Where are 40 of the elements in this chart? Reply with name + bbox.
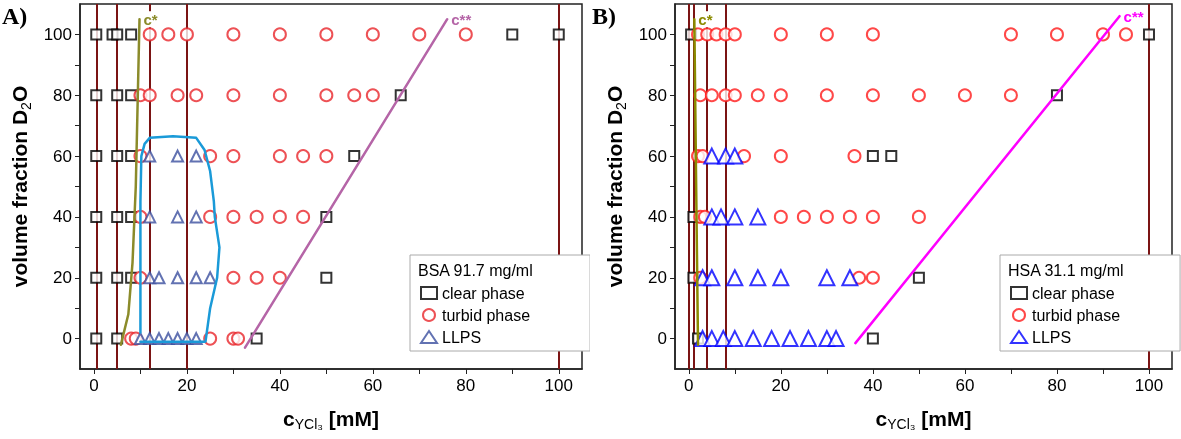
legend-label: turbid phase [1032, 306, 1121, 324]
legend-label: LLPS [1032, 328, 1072, 346]
y-tick-label: 100 [43, 24, 72, 44]
x-tick-label: 60 [363, 376, 383, 395]
y-tick-label: 60 [53, 146, 72, 166]
y-tick-label: 40 [53, 207, 72, 227]
x-tick-label: 40 [270, 376, 290, 395]
legend-label: clear phase [442, 284, 525, 302]
text: A) [2, 3, 28, 29]
y-axis-title: volume fraction D2O [8, 85, 34, 288]
y-tick-label: 0 [62, 329, 72, 349]
legend-title: BSA 91.7 mg/ml [418, 261, 533, 279]
y-tick-label: 80 [648, 85, 667, 105]
y-tick-label: 20 [53, 268, 72, 288]
legend-label: LLPS [442, 328, 482, 346]
legend-label: clear phase [1032, 284, 1115, 302]
series-label: c* [143, 10, 158, 28]
y-axis-title: volume fraction D2O [603, 85, 629, 288]
text: B) [592, 3, 616, 29]
x-tick-label: 20 [771, 376, 791, 395]
y-tick-label: 80 [53, 85, 72, 105]
x-tick-label: 80 [456, 376, 476, 395]
x-tick-label: 80 [1047, 376, 1067, 395]
series-label: c* [698, 10, 713, 28]
y-tick-label: 40 [648, 207, 667, 227]
series-label: c** [451, 10, 472, 28]
x-tick-label: 60 [955, 376, 975, 395]
y-tick-label: 20 [648, 268, 667, 288]
x-tick-label: 100 [544, 376, 573, 395]
x-tick-label: 100 [1134, 376, 1164, 395]
y-tick-label: 100 [638, 24, 667, 44]
y-tick-label: 60 [648, 146, 667, 166]
y-tick-label: 0 [657, 329, 667, 349]
legend-label: turbid phase [442, 306, 531, 324]
x-tick-label: 40 [863, 376, 883, 395]
x-tick-label: 0 [89, 376, 99, 395]
legend-title: HSA 31.1 mg/ml [1008, 261, 1124, 279]
series-label: c** [1123, 7, 1144, 25]
x-tick-label: 0 [684, 376, 694, 395]
x-tick-label: 20 [177, 376, 197, 395]
